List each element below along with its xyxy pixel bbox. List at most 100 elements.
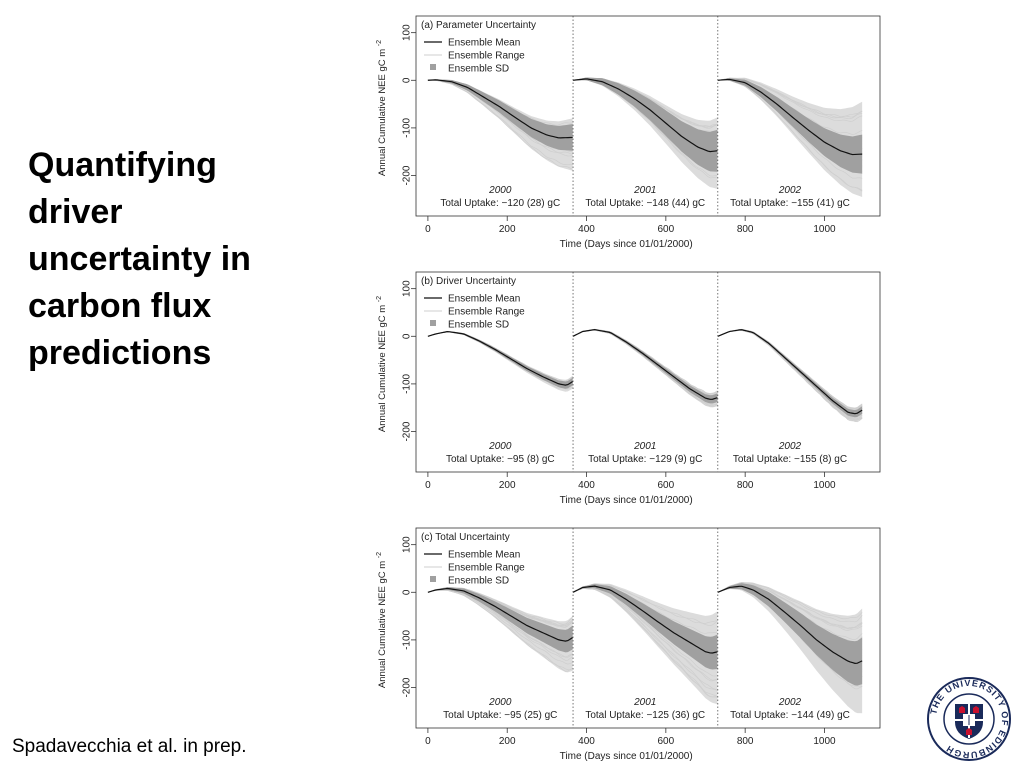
total-uptake-label: Total Uptake: −125 (36) gC: [585, 710, 705, 721]
ensemble-member-line: [717, 329, 863, 410]
slide-title-line: driver: [28, 193, 123, 231]
ensemble-member-line: [427, 331, 573, 384]
ensemble-member-line: [717, 328, 863, 410]
year-label: 2002: [778, 185, 802, 196]
x-tick-label: 0: [425, 736, 431, 747]
y-axis-label-superscript: -2: [376, 552, 383, 558]
ensemble-member-line: [717, 329, 863, 410]
x-axis-label: Time (Days since 01/01/2000): [560, 751, 693, 762]
ensemble-mean-line: [717, 585, 863, 664]
ensemble-mean-line: [717, 329, 863, 415]
slide-title-line: carbon flux: [28, 287, 212, 325]
ensemble-member-line: [572, 329, 718, 396]
ensemble-range-band: [573, 583, 718, 705]
y-tick-label: 0: [402, 77, 413, 83]
ensemble-member-line: [717, 329, 863, 409]
citation: Spadavecchia et al. in prep.: [12, 736, 247, 757]
ensemble-mean-line: [572, 329, 718, 400]
ensemble-mean-line: [572, 78, 718, 153]
x-tick-label: 1000: [813, 480, 836, 491]
x-tick-label: 1000: [813, 736, 836, 747]
ensemble-member-line: [427, 331, 573, 382]
slide-title-line: uncertainty in: [28, 240, 251, 278]
legend-sd-swatch: [430, 576, 436, 582]
year-label: 2002: [778, 697, 802, 708]
ensemble-mean-line: [427, 587, 573, 642]
legend-entry-sd: Ensemble SD: [448, 320, 509, 331]
ensemble-member-line: [717, 582, 863, 623]
x-tick-label: 200: [499, 736, 516, 747]
slide-title-line: Quantifying: [28, 146, 217, 184]
ensemble-mean-line: [717, 78, 863, 156]
total-uptake-label: Total Uptake: −95 (8) gC: [446, 454, 555, 465]
ensemble-member-line: [572, 329, 718, 397]
year-label: 2000: [488, 697, 512, 708]
ensemble-member-line: [717, 329, 863, 414]
ensemble-sd-band: [573, 77, 718, 172]
legend-entry-mean: Ensemble Mean: [448, 38, 520, 49]
total-uptake-label: Total Uptake: −120 (28) gC: [440, 198, 560, 209]
legend-entry-sd: Ensemble SD: [448, 576, 509, 587]
panel-title: (c) Total Uncertainty: [421, 532, 510, 543]
panel-title: (b) Driver Uncertainty: [421, 276, 516, 287]
ensemble-member-line: [572, 328, 718, 395]
year-label: 2000: [488, 185, 512, 196]
chart-panel-1: 2000 Total Uptake: −120 (28) gC 2001 Total …: [376, 15, 881, 250]
y-tick-label: 100: [402, 280, 413, 297]
ensemble-member-line: [717, 329, 863, 413]
x-tick-label: 600: [658, 224, 675, 235]
x-tick-label: 400: [578, 736, 595, 747]
ensemble-member-line: [572, 328, 718, 395]
total-uptake-label: Total Uptake: −129 (9) gC: [588, 454, 702, 465]
ensemble-member-line: [427, 587, 573, 625]
x-tick-label: 1000: [813, 224, 836, 235]
slide-title-line: predictions: [28, 334, 212, 372]
y-tick-label: 0: [402, 333, 413, 339]
legend-entry-mean: Ensemble Mean: [448, 550, 520, 561]
ensemble-member-line: [572, 588, 718, 698]
ensemble-member-line: [717, 79, 863, 192]
y-tick-label: 0: [402, 589, 413, 595]
panel-title: (a) Parameter Uncertainty: [421, 20, 536, 31]
x-axis-label: Time (Days since 01/01/2000): [560, 495, 693, 506]
ensemble-member-line: [717, 582, 863, 629]
year-label: 2000: [488, 441, 512, 452]
ensemble-sd-band: [717, 583, 863, 686]
ensemble-member-line: [427, 79, 573, 166]
y-tick-label: -200: [402, 677, 413, 697]
y-tick-label: 100: [402, 536, 413, 553]
ensemble-sd-band: [427, 331, 573, 389]
slide-title: Quantifying driver uncertainty in carbon…: [28, 142, 328, 377]
ensemble-mean-line: [427, 79, 573, 139]
y-tick-label: -100: [402, 117, 413, 137]
year-label: 2001: [633, 441, 656, 452]
x-tick-label: 0: [425, 224, 431, 235]
ensemble-member-line: [427, 589, 573, 671]
ensemble-member-line: [427, 331, 573, 384]
year-label: 2001: [633, 185, 656, 196]
ensemble-member-line: [717, 329, 863, 414]
y-tick-label: -200: [402, 165, 413, 185]
y-axis-label-superscript: -2: [376, 40, 383, 46]
ensemble-member-line: [717, 329, 863, 412]
x-tick-label: 600: [658, 480, 675, 491]
ensemble-member-line: [572, 329, 718, 397]
y-tick-label: -200: [402, 421, 413, 441]
plot-frame: [415, 527, 881, 729]
legend-sd-swatch: [430, 64, 436, 70]
ensemble-sd-band: [427, 79, 573, 151]
x-tick-label: 200: [499, 480, 516, 491]
ensemble-member-line: [427, 589, 573, 665]
total-uptake-label: Total Uptake: −95 (25) gC: [443, 710, 557, 721]
total-uptake-label: Total Uptake: −155 (41) gC: [730, 198, 850, 209]
plot-frame: [415, 15, 881, 217]
total-uptake-label: Total Uptake: −155 (8) gC: [733, 454, 847, 465]
ensemble-sd-band: [717, 78, 863, 174]
legend-entry-range: Ensemble Range: [448, 563, 525, 574]
y-tick-label: -100: [402, 373, 413, 393]
ensemble-range-band: [427, 79, 573, 171]
legend-entry-range: Ensemble Range: [448, 307, 525, 318]
